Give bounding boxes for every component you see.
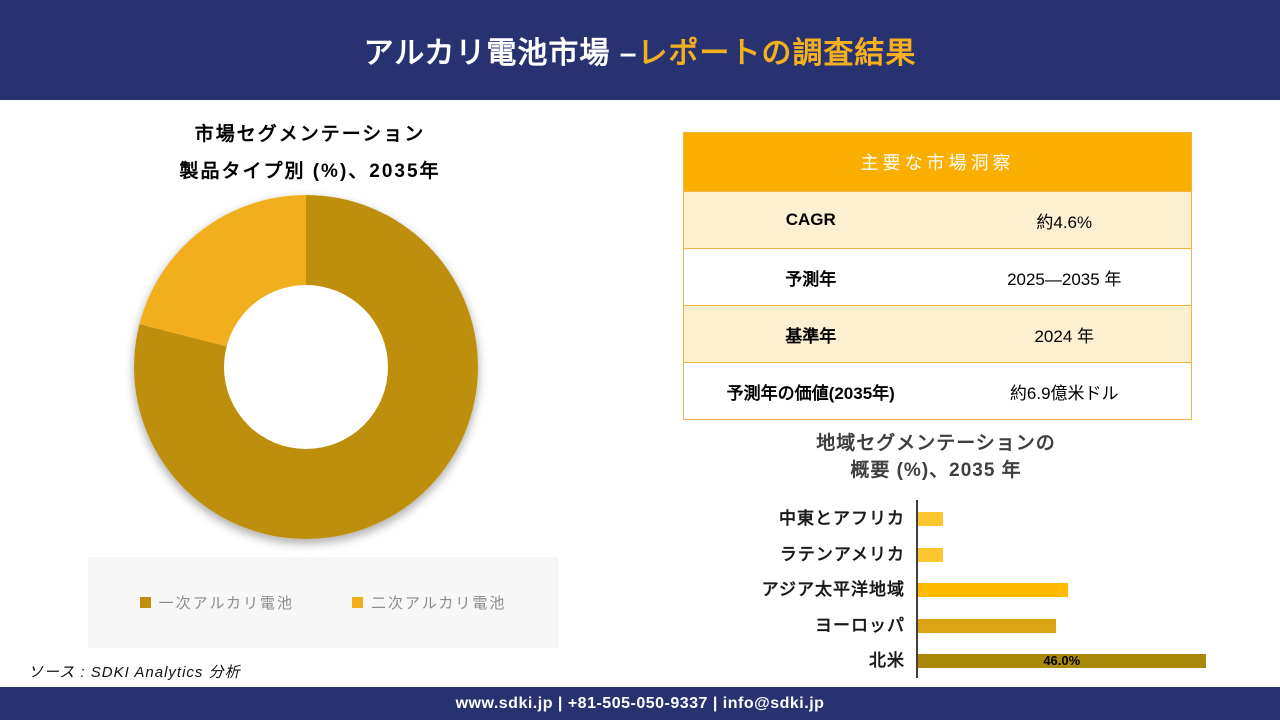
insights-row-label: 基準年	[785, 326, 837, 346]
legend-swatch-icon	[139, 597, 151, 608]
insights-row-value: 2024 年	[1034, 326, 1095, 346]
donut-chart	[134, 195, 478, 539]
bar-value-label: 46.0%	[1043, 653, 1081, 668]
donut-chart-title-line1: 市場セグメンテーション	[194, 124, 426, 145]
insights-row-label: 予測年の価値(2035年)	[726, 383, 895, 403]
bar-category-label: 中東とアフリカ	[779, 509, 905, 528]
insights-table-header: 主要な市場洞察	[684, 133, 1191, 191]
donut-chart-title: 市場セグメンテーション 製品タイプ別 (%)、2035年	[60, 116, 560, 190]
donut-chart-title-line2: 製品タイプ別 (%)、2035年	[179, 161, 441, 182]
legend-label: 二次アルカリ電池	[371, 595, 507, 612]
bar: 46.0%	[918, 654, 1206, 668]
footer-contact: www.sdki.jp | +81-505-050-9337 | info@sd…	[455, 694, 825, 712]
legend-label: 一次アルカリ電池	[158, 595, 294, 612]
page-title: アルカリ電池市場 –レポートの調査結果	[364, 28, 917, 72]
bar	[918, 618, 1056, 633]
insights-table-body: CAGR 約4.6% 予測年 2025—2035 年基準年 2024 年予測年の価値(2…	[684, 191, 1191, 419]
insights-table-row: CAGR 約4.6%	[684, 191, 1191, 248]
page-title-accent: レポートの調査結果	[637, 37, 917, 70]
legend-swatch-icon	[352, 597, 363, 608]
footer-bar: www.sdki.jp | +81-505-050-9337 | info@sd…	[0, 687, 1280, 720]
insights-row-label: CAGR	[785, 210, 836, 229]
insights-table: 主要な市場洞察 CAGR 約4.6% 予測年 2025—2035 年基準年 2024 年…	[683, 132, 1192, 420]
insights-row-value: 約4.6%	[1036, 212, 1093, 232]
regional-chart-title-line1: 地域セグメンテーションの	[816, 433, 1056, 454]
insights-row-value: 約6.9億米ドル	[1009, 383, 1119, 403]
insights-table-row: 予測年の価値(2035年) 約6.9億米ドル	[684, 362, 1191, 419]
regional-bar-chart: 中東とアフリカ ラテンアメリカアジア太平洋地域ヨーロッパ北米 46.0%	[745, 500, 1235, 678]
bar-chart-axis	[916, 500, 918, 678]
bar-category-label: アジア太平洋地域	[761, 580, 905, 599]
insights-table-row: 予測年 2025—2035 年	[684, 248, 1191, 305]
legend-item: 一次アルカリ電池	[139, 592, 294, 613]
bar-category-label: ヨーロッパ	[815, 615, 905, 635]
insights-row-label: 予測年	[785, 269, 837, 289]
bar-category-label: ラテンアメリカ	[779, 544, 905, 564]
bar	[918, 512, 943, 526]
page-title-main: アルカリ電池市場 –	[363, 37, 638, 70]
donut-hole	[224, 285, 388, 449]
legend-item: 二次アルカリ電池	[352, 592, 506, 613]
header-bar: アルカリ電池市場 –レポートの調査結果	[0, 0, 1280, 100]
regional-chart-title-line2: 概要 (%)、2035 年	[850, 460, 1022, 481]
donut-legend: 一次アルカリ電池 二次アルカリ電池	[88, 557, 558, 648]
regional-chart-title: 地域セグメンテーションの 概要 (%)、2035 年	[686, 430, 1186, 484]
bar	[918, 583, 1068, 597]
bar	[918, 547, 943, 562]
bar-category-label: 北米	[869, 651, 905, 670]
insights-row-value: 2025—2035 年	[1007, 269, 1122, 289]
source-note: ソース : SDKI Analytics 分析	[28, 664, 241, 681]
insights-table-row: 基準年 2024 年	[684, 305, 1191, 362]
